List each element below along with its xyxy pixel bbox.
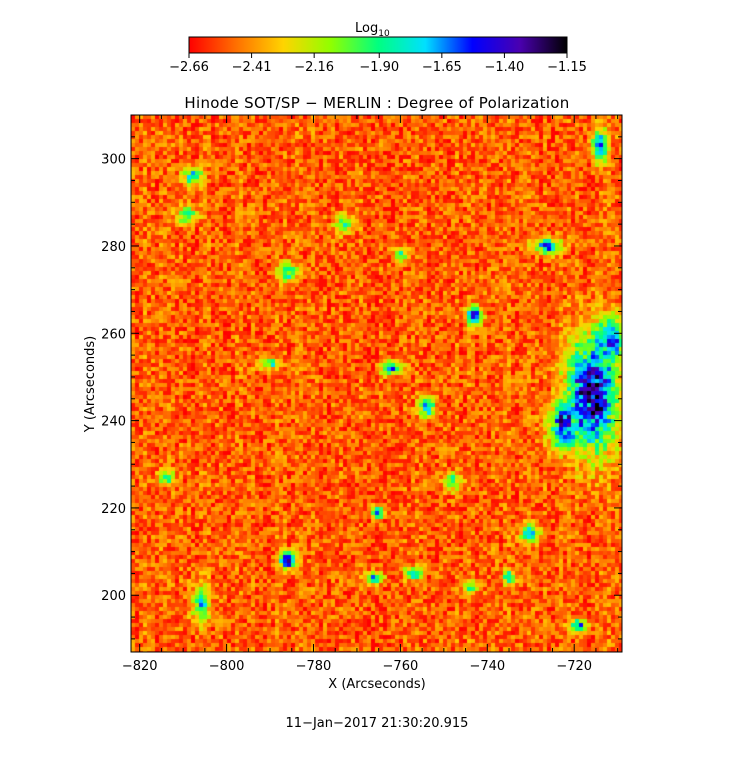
x-tick-label: −760 (383, 659, 419, 674)
x-axis: −820 −800 −780 −760 −740 −720 (122, 115, 619, 674)
colorbar-tick-label: −1.15 (547, 60, 587, 75)
x-tick-label: −720 (556, 659, 592, 674)
x-tick-label: −820 (122, 659, 158, 674)
y-axis: 200 220 240 260 280 300 (101, 114, 622, 640)
colorbar (188, 36, 568, 54)
chart-title: Hinode SOT/SP − MERLIN : Degree of Polar… (184, 94, 569, 112)
colorbar-tick-label: −2.16 (294, 60, 334, 75)
colorbar-tick-label: −2.66 (169, 60, 209, 75)
y-tick-label: 280 (101, 240, 126, 255)
plot-frame (130, 114, 623, 653)
colorbar-tick-label: −2.41 (232, 60, 272, 75)
x-tick-label: −780 (296, 659, 332, 674)
x-tick-label: −740 (469, 659, 505, 674)
colorbar-label: Log10 (355, 21, 390, 39)
colorbar-ticks: −2.66 −2.41 −2.16 −1.90 −1.65 −1.40 −1.15 (169, 53, 587, 75)
y-tick-label: 220 (101, 502, 126, 517)
x-axis-label: X (Arcseconds) (328, 677, 425, 692)
colorbar-tick-label: −1.90 (359, 60, 399, 75)
colorbar-tick-label: −1.40 (484, 60, 524, 75)
timestamp: 11−Jan−2017 21:30:20.915 (286, 716, 469, 731)
y-tick-label: 260 (101, 327, 126, 342)
y-tick-label: 200 (101, 589, 126, 604)
y-tick-label: 240 (101, 415, 126, 430)
x-tick-label: −800 (209, 659, 245, 674)
y-tick-label: 300 (101, 153, 126, 168)
colorbar-tick-label: −1.65 (422, 60, 462, 75)
heatmap-image (131, 115, 622, 652)
y-axis-label: Y (Arcseconds) (83, 336, 98, 433)
